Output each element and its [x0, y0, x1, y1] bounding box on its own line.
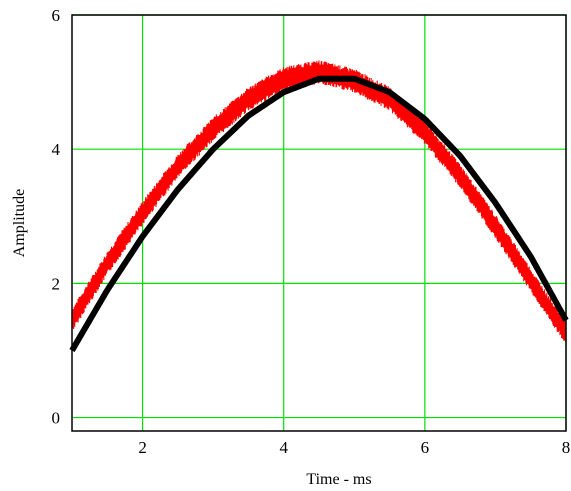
x-axis-label: Time - ms [306, 471, 371, 488]
y-axis-label: Amplitude [11, 189, 28, 257]
x-tick-label: 4 [279, 438, 288, 457]
series-layer [69, 60, 569, 352]
y-tick-label: 2 [52, 274, 61, 293]
series-1 [69, 75, 569, 352]
y-tick-label: 0 [52, 409, 61, 428]
series-1-line [69, 75, 569, 352]
tick-labels: 2 4 6 8 0 2 4 6 [52, 6, 571, 457]
plot-frame [71, 14, 567, 432]
y-tick-label: 6 [52, 6, 61, 25]
x-tick-label: 2 [138, 438, 147, 457]
x-tick-label: 6 [421, 438, 430, 457]
y-tick-label: 4 [52, 140, 61, 159]
x-tick-label: 8 [562, 438, 571, 457]
